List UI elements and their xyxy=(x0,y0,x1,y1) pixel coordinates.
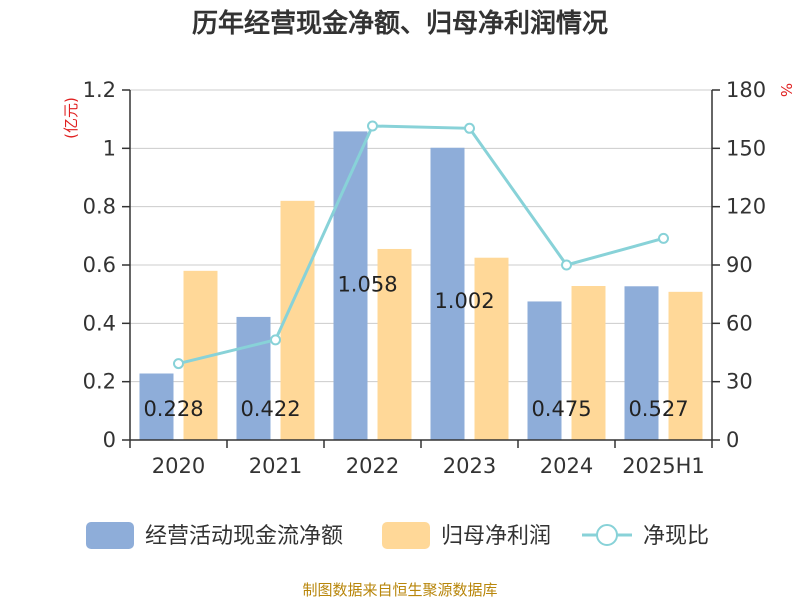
bar-net-profit xyxy=(377,248,412,440)
legend-swatch-net-profit xyxy=(382,522,430,549)
ratio-point xyxy=(658,232,669,244)
left-axis-tick-label: 0.2 xyxy=(83,370,116,394)
ratio-point xyxy=(270,334,281,346)
axes: 0 0.2 0.4 0.6 0.8 1 1.2 0 30 60 90 120 150 180 2020 202… xyxy=(83,78,767,478)
ratio-line xyxy=(173,120,669,370)
ratio-point xyxy=(464,122,475,134)
source-note: 制图数据来自恒生聚源数据库 xyxy=(302,581,497,599)
x-axis-tick-label: 2022 xyxy=(346,454,399,478)
left-axis-tick-label: 1 xyxy=(103,136,116,160)
right-axis-tick-label: 90 xyxy=(726,253,753,277)
left-axis-tick-label: 0.6 xyxy=(83,253,116,277)
x-axis-tick-label: 2024 xyxy=(540,454,593,478)
bar-cash-flow xyxy=(236,316,271,440)
left-axis-tick-label: 0.8 xyxy=(83,195,116,219)
bar-cash-flow xyxy=(430,147,465,440)
bar-cash-flow xyxy=(333,131,368,440)
ratio-point xyxy=(173,358,184,370)
legend-swatch-cash-flow xyxy=(86,522,134,549)
data-label-cash-flow: 1.002 xyxy=(434,289,494,313)
bar-net-profit xyxy=(474,257,509,440)
right-axis-tick-label: 30 xyxy=(726,370,753,394)
data-label-cash-flow: 1.058 xyxy=(337,272,397,296)
bar-cash-flow xyxy=(624,286,659,440)
x-axis-tick-label: 2023 xyxy=(443,454,496,478)
data-label-cash-flow: 0.527 xyxy=(628,397,688,421)
data-label-cash-flow: 0.422 xyxy=(240,397,300,421)
left-axis-tick-label: 0 xyxy=(103,428,116,452)
bars xyxy=(139,131,703,440)
data-labels: 0.228 0.422 1.058 1.002 0.475 0.527 xyxy=(143,272,688,421)
right-axis-tick-label: 60 xyxy=(726,311,753,335)
bar-net-profit xyxy=(280,200,315,440)
right-axis-tick-label: 120 xyxy=(726,195,766,219)
legend-label-ratio: 净现比 xyxy=(643,524,709,549)
ratio-series-line xyxy=(178,124,664,366)
left-axis-unit: (亿元) xyxy=(62,97,80,139)
legend: 经营活动现金流净额 归母净利润 净现比 xyxy=(86,522,709,549)
right-axis-tick-label: 0 xyxy=(726,428,739,452)
legend-label-net-profit: 归母净利润 xyxy=(441,524,551,549)
right-axis-tick-label: 150 xyxy=(726,136,766,160)
legend-swatch-ratio-marker xyxy=(596,524,618,546)
x-axis-tick-label: 2020 xyxy=(152,454,205,478)
bar-net-profit xyxy=(668,291,703,440)
data-label-cash-flow: 0.475 xyxy=(531,397,591,421)
right-axis-unit: % xyxy=(777,83,795,97)
ratio-point xyxy=(561,259,572,271)
right-axis-tick-label: 180 xyxy=(726,78,766,102)
left-axis-tick-label: 1.2 xyxy=(83,78,116,102)
x-axis-tick-label: 2025H1 xyxy=(622,454,705,478)
bar-cash-flow xyxy=(139,373,174,440)
x-axis-tick-label: 2021 xyxy=(249,454,302,478)
legend-label-cash-flow: 经营活动现金流净额 xyxy=(145,524,343,549)
data-label-cash-flow: 0.228 xyxy=(143,397,203,421)
left-axis-tick-label: 0.4 xyxy=(83,311,116,335)
grid-lines xyxy=(130,89,712,383)
bar-cash-flow xyxy=(527,301,562,440)
bar-net-profit xyxy=(571,286,606,440)
chart-title: 历年经营现金净额、归母净利润情况 xyxy=(192,8,608,39)
ratio-point xyxy=(367,120,378,132)
